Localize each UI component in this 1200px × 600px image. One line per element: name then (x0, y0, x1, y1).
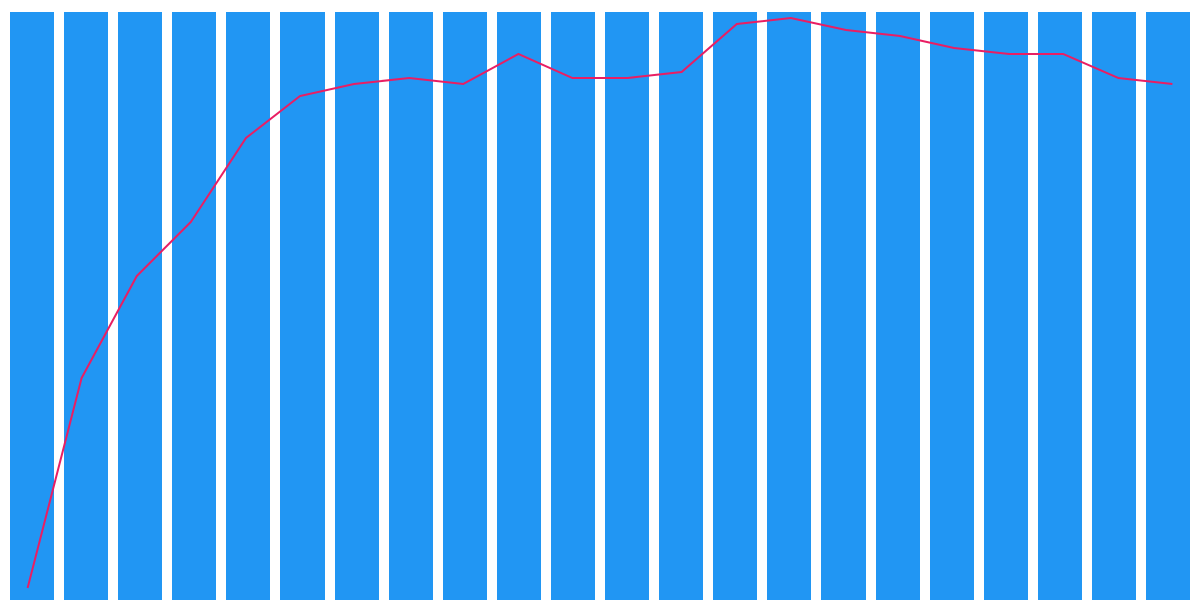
bar (64, 12, 108, 600)
bar (930, 12, 974, 600)
bars-layer (0, 0, 1200, 600)
bar (443, 12, 487, 600)
bar (1146, 12, 1190, 600)
bar (118, 12, 162, 600)
bar (497, 12, 541, 600)
bar (172, 12, 216, 600)
bar (605, 12, 649, 600)
bar (659, 12, 703, 600)
bar (551, 12, 595, 600)
bar (335, 12, 379, 600)
bar (10, 12, 54, 600)
bar (767, 12, 811, 600)
bar (1092, 12, 1136, 600)
bar (1038, 12, 1082, 600)
bar (389, 12, 433, 600)
bar (821, 12, 865, 600)
chart-container (0, 0, 1200, 600)
bar (876, 12, 920, 600)
bar (226, 12, 270, 600)
bar (713, 12, 757, 600)
bar (984, 12, 1028, 600)
bar (280, 12, 324, 600)
